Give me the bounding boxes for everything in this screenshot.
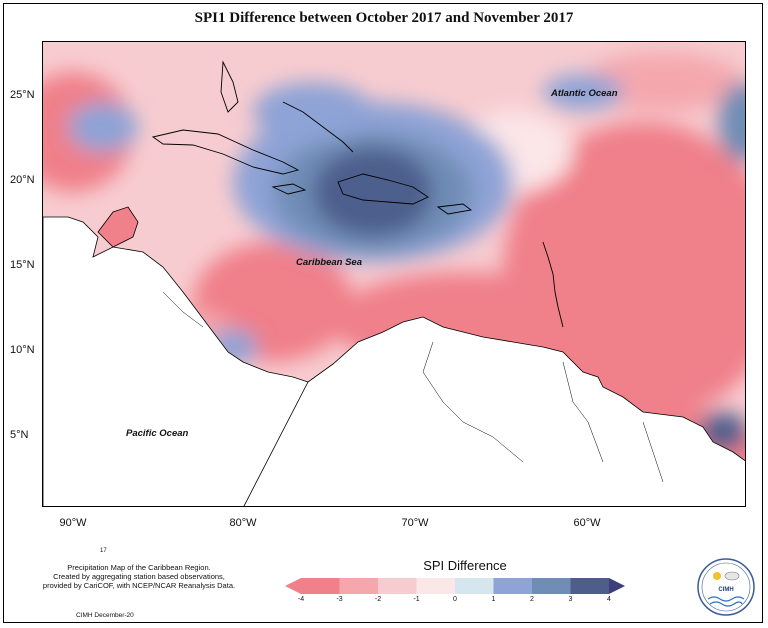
lon-label-80w: 80°W <box>229 517 257 529</box>
legend-box-2 <box>378 578 417 594</box>
legend-tick-6: 2 <box>530 596 534 603</box>
legend-tick-5: 1 <box>491 596 496 603</box>
legend-box-6 <box>532 578 571 594</box>
map-title: SPI1 Difference between October 2017 and… <box>194 10 574 26</box>
footnote-line-2: Created by aggregating station based obs… <box>53 572 225 581</box>
legend-box-3 <box>416 578 455 594</box>
map-panel <box>42 41 746 507</box>
spi-map <box>43 42 745 506</box>
wave-icon <box>707 596 745 607</box>
label-atlantic-ocean: Atlantic Ocean <box>551 88 618 99</box>
legend-tick-1: -3 <box>336 596 343 603</box>
sun-icon <box>713 572 721 580</box>
label-caribbean-sea: Caribbean Sea <box>296 257 362 268</box>
bahamas-chain <box>282 101 354 153</box>
legend-box-5 <box>493 578 532 594</box>
lat-label-25n: 25°N <box>10 89 35 101</box>
lon-label-60w: 60°W <box>573 517 601 529</box>
legend-tick-4: 0 <box>453 596 457 603</box>
small-number: 17 <box>100 548 107 554</box>
cloud-icon <box>724 571 740 581</box>
lesser-antilles-chain <box>542 241 564 328</box>
legend-tick-8: 4 <box>607 596 611 603</box>
legend-arrow-right <box>609 578 625 594</box>
legend-tick-3: -1 <box>413 596 420 603</box>
legend-tick-0: -4 <box>297 596 305 603</box>
country-borders <box>162 291 664 483</box>
cimh-logo: CIMH <box>697 558 755 616</box>
lat-label-15n: 15°N <box>10 259 35 271</box>
legend-box-0 <box>301 578 340 594</box>
lat-label-5n: 5°N <box>10 429 29 441</box>
legend-box-1 <box>339 578 378 594</box>
land <box>43 206 745 506</box>
footnote: Precipitation Map of the Caribbean Regio… <box>14 563 264 590</box>
lat-label-20n: 20°N <box>10 174 35 186</box>
legend-colorbar <box>285 578 625 594</box>
islands <box>151 60 564 328</box>
hispaniola-outline <box>337 173 429 205</box>
legend-box-7 <box>570 578 609 594</box>
cuba-outline <box>151 129 300 175</box>
credit-text: CIMH December-20 <box>76 612 134 619</box>
florida-outline <box>220 60 239 113</box>
legend-tick-2: -2 <box>374 596 382 603</box>
legend-arrow-left <box>285 578 301 594</box>
label-pacific-ocean: Pacific Ocean <box>126 428 189 439</box>
logo-text: CIMH <box>718 587 733 593</box>
puerto-rico-outline <box>436 203 473 215</box>
legend-title: SPI Difference <box>423 558 507 573</box>
legend-box-4 <box>455 578 494 594</box>
jamaica-outline <box>271 183 307 195</box>
legend-tick-7: 3 <box>568 596 573 603</box>
lat-label-10n: 10°N <box>10 344 35 356</box>
legend-boxes <box>301 578 609 594</box>
footnote-line-3: provided by CariCOF, with NCEP/NCAR Rean… <box>42 581 236 590</box>
lon-label-70w: 70°W <box>401 517 429 529</box>
footnote-line-1: Precipitation Map of the Caribbean Regio… <box>67 563 211 572</box>
lon-label-90w: 90°W <box>59 517 87 529</box>
figure-frame <box>3 3 763 623</box>
